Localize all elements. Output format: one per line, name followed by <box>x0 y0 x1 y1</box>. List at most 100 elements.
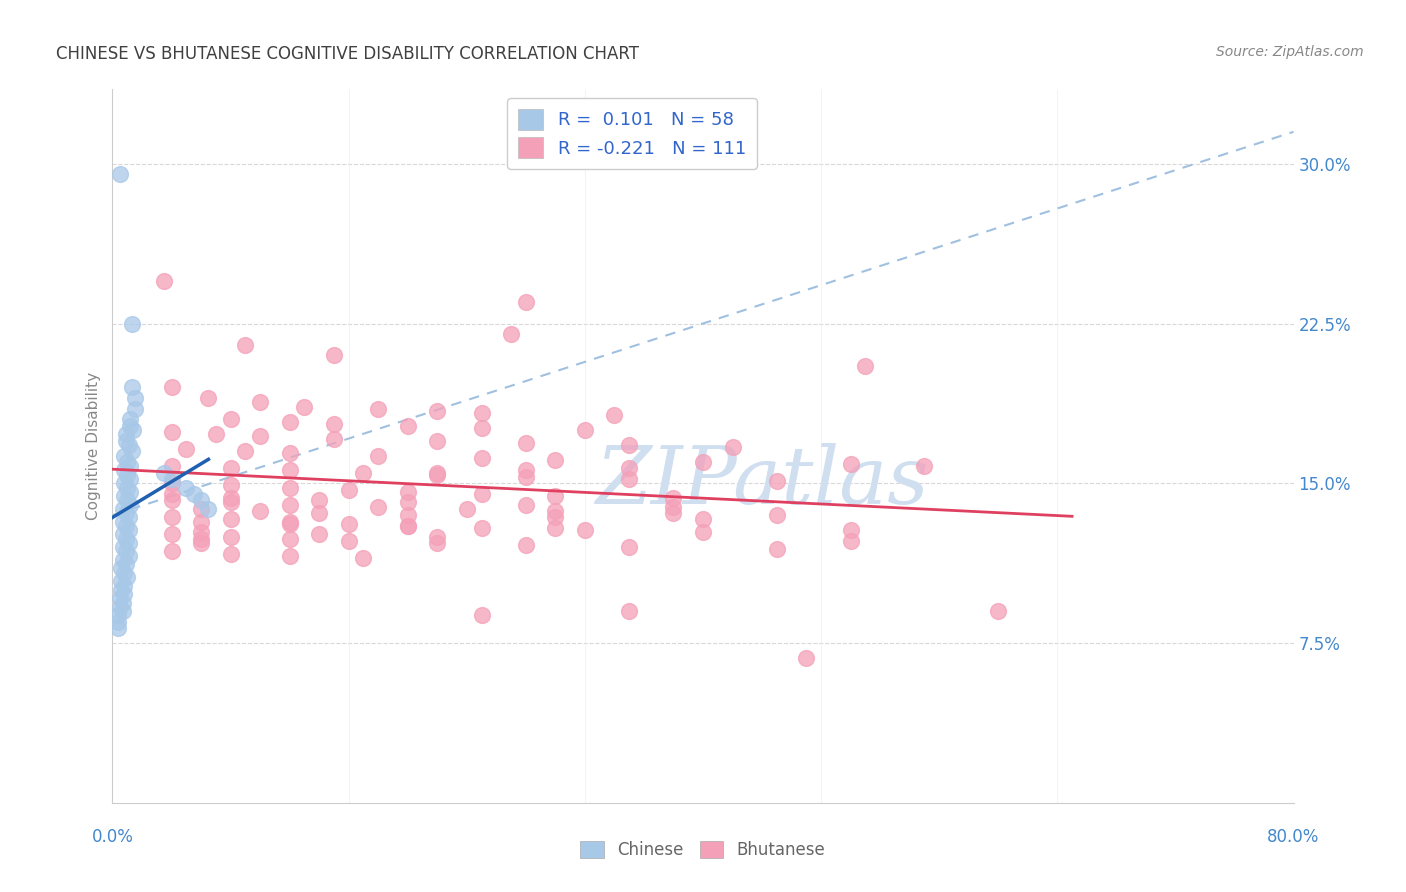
Point <box>160 527 183 541</box>
Point <box>426 434 449 448</box>
Point <box>515 498 537 512</box>
Point <box>111 515 134 529</box>
Point <box>112 449 135 463</box>
Point <box>337 483 360 497</box>
Point <box>278 415 301 429</box>
Point <box>110 582 132 597</box>
Point <box>219 412 242 426</box>
Point <box>219 512 242 526</box>
Point <box>219 478 242 492</box>
Point <box>190 493 212 508</box>
Point <box>766 542 789 557</box>
Point <box>278 446 301 460</box>
Point <box>108 168 131 182</box>
Point <box>352 466 374 480</box>
Point <box>160 476 183 491</box>
Point <box>110 561 132 575</box>
Point <box>515 295 537 310</box>
Point <box>205 427 228 442</box>
Legend: Chinese, Bhutanese: Chinese, Bhutanese <box>574 834 832 866</box>
Point <box>766 474 789 488</box>
Point <box>396 495 419 509</box>
Point <box>110 574 132 589</box>
Point <box>323 349 346 363</box>
Point <box>470 406 494 420</box>
Point <box>121 380 143 394</box>
Text: CHINESE VS BHUTANESE COGNITIVE DISABILITY CORRELATION CHART: CHINESE VS BHUTANESE COGNITIVE DISABILIT… <box>56 45 640 62</box>
Point <box>603 408 626 422</box>
Point <box>190 525 212 540</box>
Point <box>112 463 135 477</box>
Text: 0.0%: 0.0% <box>91 829 134 847</box>
Point <box>426 467 449 482</box>
Point <box>114 558 136 572</box>
Point <box>544 453 567 467</box>
Point <box>544 521 567 535</box>
Point <box>111 553 134 567</box>
Point <box>111 527 134 541</box>
Point <box>160 544 183 558</box>
Point <box>839 457 862 471</box>
Point <box>574 423 596 437</box>
Point <box>692 525 714 540</box>
Point <box>278 515 301 529</box>
Point <box>183 487 205 501</box>
Point <box>396 484 419 499</box>
Point <box>515 470 537 484</box>
Point <box>456 501 478 516</box>
Point <box>292 400 315 414</box>
Point <box>323 432 346 446</box>
Point <box>124 401 146 416</box>
Point <box>426 529 449 543</box>
Point <box>278 463 301 477</box>
Point <box>117 481 138 495</box>
Point <box>107 608 129 623</box>
Point <box>662 500 685 514</box>
Point <box>426 404 449 418</box>
Point <box>233 338 256 352</box>
Point <box>470 608 494 623</box>
Point <box>160 493 183 508</box>
Point <box>219 529 242 543</box>
Point <box>120 418 142 433</box>
Point <box>114 519 136 533</box>
Point <box>122 423 145 437</box>
Point <box>278 532 301 546</box>
Point <box>396 508 419 523</box>
Point <box>796 651 818 665</box>
Point <box>692 455 714 469</box>
Point <box>249 395 271 409</box>
Point <box>114 434 136 448</box>
Point <box>515 463 537 477</box>
Point <box>219 491 242 506</box>
Point <box>219 495 242 509</box>
Point <box>278 516 301 531</box>
Point <box>160 425 183 439</box>
Point <box>107 621 129 635</box>
Point <box>337 533 360 548</box>
Point <box>308 493 330 508</box>
Point <box>197 501 219 516</box>
Point <box>515 435 537 450</box>
Point <box>914 459 936 474</box>
Point <box>470 521 494 535</box>
Point <box>308 506 330 520</box>
Point <box>114 544 136 558</box>
Point <box>174 442 197 457</box>
Point <box>117 455 138 469</box>
Point <box>153 466 176 480</box>
Point <box>124 391 146 405</box>
Point <box>396 519 419 533</box>
Point <box>367 401 389 416</box>
Point <box>112 566 135 580</box>
Point <box>544 489 567 503</box>
Point <box>174 481 197 495</box>
Point <box>396 519 419 533</box>
Point <box>120 472 142 486</box>
Point <box>118 536 141 550</box>
Point <box>114 506 136 520</box>
Point <box>278 498 301 512</box>
Point <box>219 547 242 561</box>
Point <box>121 444 143 458</box>
Point <box>114 427 136 442</box>
